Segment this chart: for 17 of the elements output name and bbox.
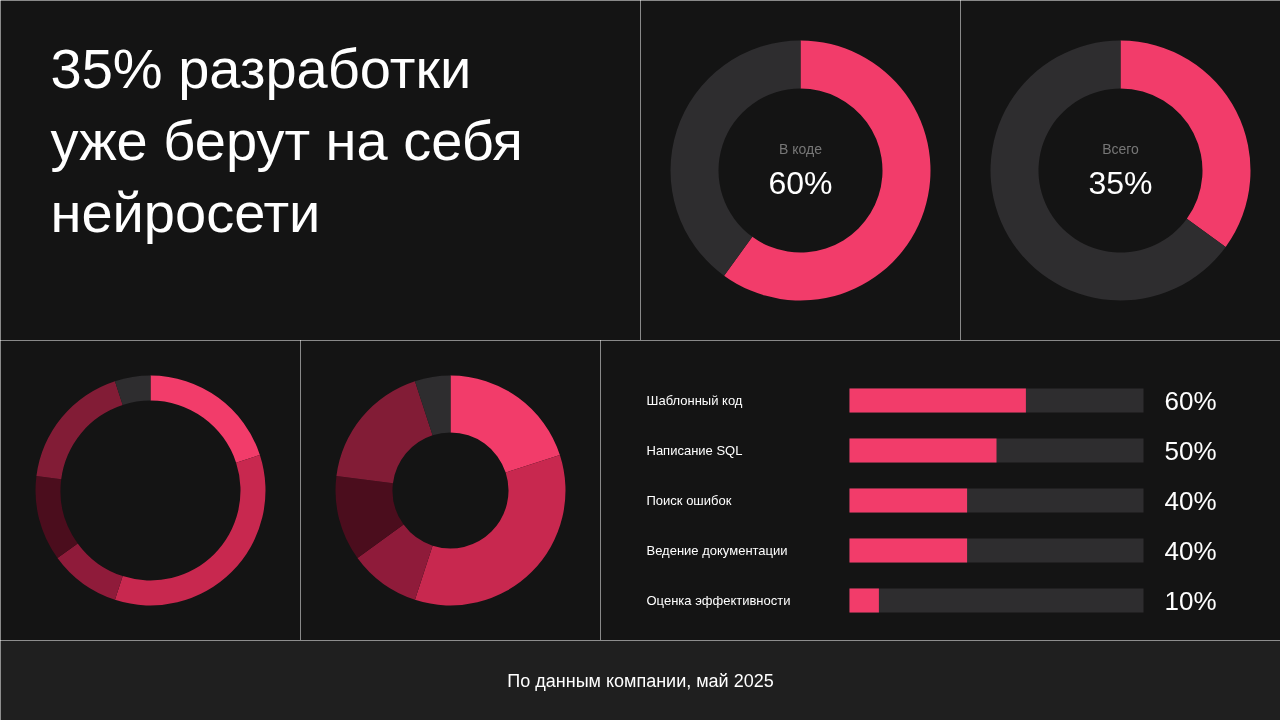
- data-label: 40%: [1164, 485, 1217, 516]
- bar: [849, 588, 879, 613]
- data-label: 50%: [1164, 435, 1217, 466]
- category-label: Поиск ошибок: [646, 493, 732, 508]
- category-label: Шаблонный код: [646, 393, 743, 408]
- text: По данным компании, май 2025: [507, 670, 774, 691]
- text: 35% разработки уже берут на себя нейросети: [50, 37, 523, 244]
- text: В коде: [779, 140, 823, 157]
- category-label: Ведение документации: [646, 543, 788, 558]
- text: 60%: [768, 164, 833, 201]
- text: Всего: [1102, 140, 1140, 157]
- text: 35%: [1088, 164, 1153, 201]
- category-label: Оценка эффективности: [646, 593, 791, 608]
- data-label: 10%: [1164, 585, 1217, 616]
- data-label: 40%: [1164, 535, 1217, 566]
- data-label: 60%: [1164, 385, 1217, 416]
- category-label: Написание SQL: [646, 443, 743, 458]
